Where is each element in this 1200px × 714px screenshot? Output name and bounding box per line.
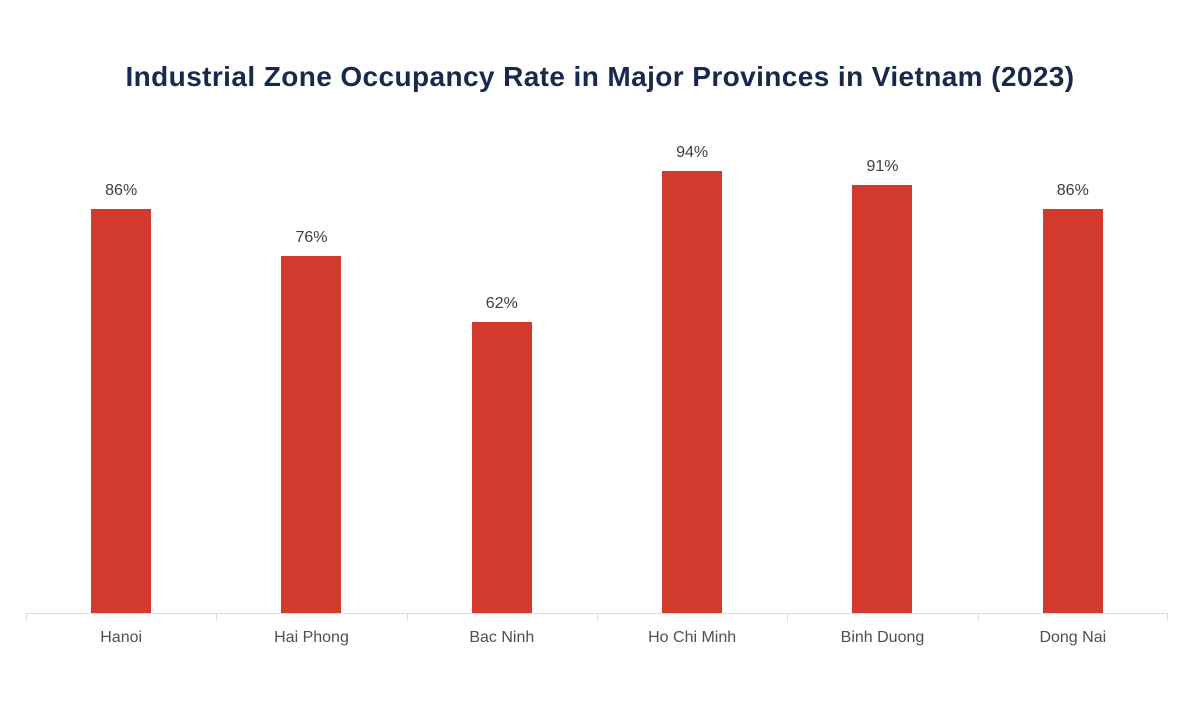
bar xyxy=(1042,208,1103,613)
x-axis-label: Bac Ninh xyxy=(469,629,535,646)
bar xyxy=(471,321,532,613)
axis-tick xyxy=(26,614,27,621)
plot-area: 86% 76% 62% 94% 91% 86% xyxy=(26,143,1168,613)
x-axis-label: Ho Chi Minh xyxy=(648,629,737,646)
bar-value-label: 86% xyxy=(1056,181,1089,199)
bar xyxy=(852,185,913,613)
x-axis-label: Hanoi xyxy=(100,629,143,646)
axis-tick xyxy=(406,614,408,621)
bar-value-label: 76% xyxy=(295,228,328,246)
bar-cell: 62% xyxy=(407,143,597,613)
bar-value-label: 94% xyxy=(676,144,709,162)
bar-cell: 91% xyxy=(787,143,977,613)
axis-tick xyxy=(216,614,218,621)
bar xyxy=(662,171,723,613)
bar-cell: 94% xyxy=(597,143,787,613)
bar-cell: 86% xyxy=(26,143,216,613)
x-axis-line xyxy=(26,613,1168,621)
x-axis-label: Dong Nai xyxy=(1039,629,1107,646)
bar xyxy=(91,208,152,613)
bar-cell: 86% xyxy=(978,143,1168,613)
axis-tick xyxy=(787,614,789,621)
chart-title: Industrial Zone Occupancy Rate in Major … xyxy=(125,61,1075,92)
x-axis-labels: Hanoi Hai Phong Bac Ninh Ho Chi Minh Bin… xyxy=(26,628,1168,647)
bar-value-label: 86% xyxy=(105,181,138,199)
bar-value-label: 62% xyxy=(485,294,518,312)
x-axis-label: Binh Duong xyxy=(840,629,925,646)
bar-cell: 76% xyxy=(216,143,406,613)
axis-tick xyxy=(977,614,979,621)
axis-tick xyxy=(597,614,598,621)
axis-tick xyxy=(1167,614,1168,621)
bar xyxy=(281,255,342,613)
bar-value-label: 91% xyxy=(866,158,899,176)
x-axis-label: Hai Phong xyxy=(274,629,349,646)
